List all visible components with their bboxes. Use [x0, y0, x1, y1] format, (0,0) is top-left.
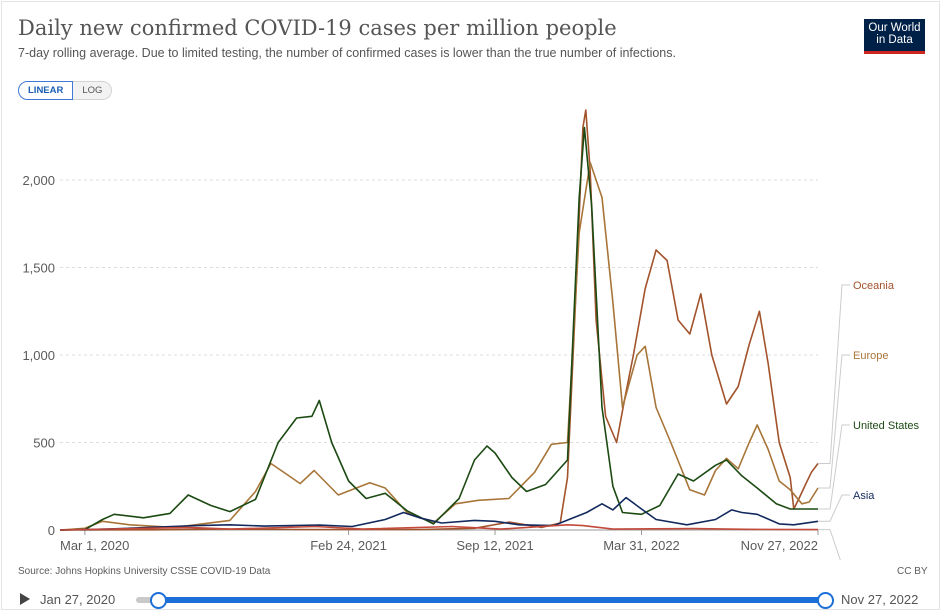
- gridlines: [60, 179, 818, 443]
- play-icon[interactable]: [20, 593, 30, 605]
- timeline-track[interactable]: [136, 597, 158, 603]
- logo-line-2: in Data: [876, 34, 913, 46]
- series-line-oceania[interactable]: [59, 109, 819, 531]
- log-scale-button[interactable]: LOG: [73, 81, 113, 100]
- series-line-asia[interactable]: [59, 496, 819, 531]
- x-tick-label: Sep 12, 2021: [456, 538, 533, 553]
- legend-label[interactable]: Asia: [853, 490, 875, 502]
- line-chart: 0 500 1,000 1,500 2,000 Mar 1, 2020 Feb 24, 2…: [22, 109, 920, 560]
- timeline-end-label: Nov 27, 2022: [841, 592, 919, 607]
- source-note[interactable]: Source: Johns Hopkins University CSSE CO…: [18, 566, 271, 577]
- y-tick-label: 500: [33, 436, 55, 451]
- legend-connector: [818, 529, 841, 560]
- series-line-africa[interactable]: [59, 524, 819, 531]
- legend-label[interactable]: Oceania: [853, 280, 895, 292]
- legend-label[interactable]: United States: [853, 420, 920, 432]
- series-line-europe[interactable]: [59, 161, 819, 531]
- legend-connector: [818, 284, 850, 464]
- timeline: Jan 27, 2020 Nov 27, 2022: [0, 588, 943, 612]
- x-tick-label: Mar 1, 2020: [60, 538, 129, 553]
- timeline-start-label: Jan 27, 2020: [40, 592, 116, 607]
- linear-scale-button[interactable]: LINEAR: [18, 81, 74, 100]
- chart-subtitle: 7-day rolling average. Due to limited te…: [18, 46, 676, 60]
- y-tick-label: 0: [48, 523, 55, 538]
- series-lines: [59, 109, 819, 531]
- series-line-united-states[interactable]: [59, 126, 818, 531]
- timeline-selected-range[interactable]: [157, 597, 825, 603]
- legend-connector: [818, 494, 850, 522]
- legend-label[interactable]: Europe: [853, 350, 888, 362]
- x-axis: Mar 1, 2020 Feb 24, 2021 Sep 12, 2021 Mar 3…: [60, 529, 819, 553]
- x-tick-label: Feb 24, 2021: [310, 538, 387, 553]
- license-link[interactable]: CC BY: [897, 566, 928, 577]
- y-tick-label: 1,000: [22, 348, 55, 363]
- x-tick-label: Mar 31, 2022: [603, 538, 680, 553]
- logo-line-1: Our World: [868, 22, 921, 34]
- scale-toggle: LINEAR LOG: [18, 81, 113, 100]
- legend-connector: [818, 424, 850, 510]
- x-tick-label: Nov 27, 2022: [741, 538, 818, 553]
- legend-connector: [818, 354, 850, 489]
- y-tick-label: 2,000: [22, 173, 55, 188]
- y-axis-ticks: 0 500 1,000 1,500 2,000: [22, 173, 55, 538]
- y-tick-label: 1,500: [22, 261, 55, 276]
- chart-title: Daily new confirmed COVID-19 cases per m…: [18, 16, 617, 40]
- owid-logo[interactable]: Our World in Data: [864, 19, 925, 54]
- timeline-end-handle[interactable]: [817, 592, 834, 609]
- timeline-start-handle[interactable]: [150, 592, 167, 609]
